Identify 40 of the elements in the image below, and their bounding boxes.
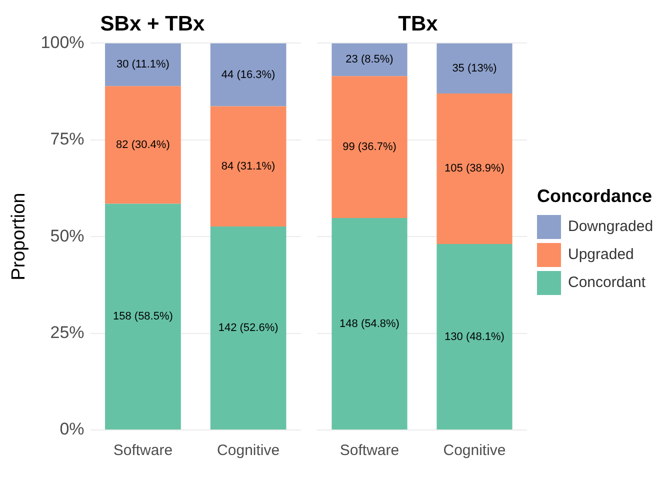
legend-title: Concordance bbox=[537, 186, 654, 206]
data-label: 44 (16.3%) bbox=[221, 68, 276, 81]
bar bbox=[332, 76, 408, 218]
data-label: 158 (58.5%) bbox=[112, 310, 173, 323]
x-tick-label: Software bbox=[113, 442, 173, 460]
chart-title: SBx + TBx bbox=[100, 12, 206, 36]
bar bbox=[332, 218, 408, 430]
data-label: 105 (38.9%) bbox=[444, 162, 504, 175]
bar bbox=[105, 43, 181, 86]
y-tick-label: 75% bbox=[50, 130, 84, 149]
y-tick-label: 50% bbox=[50, 226, 84, 246]
data-label: 35 (13%) bbox=[452, 62, 497, 74]
x-tick-label: Cognitive bbox=[443, 442, 506, 460]
bar bbox=[105, 204, 181, 430]
chart-title: TBx bbox=[398, 12, 438, 36]
bar bbox=[210, 226, 286, 430]
bar bbox=[436, 244, 512, 430]
x-tick-label: Cognitive bbox=[217, 442, 280, 460]
data-label: 148 (54.8%) bbox=[340, 318, 400, 330]
legend-label: Upgraded bbox=[568, 246, 634, 263]
data-label: 99 (36.7%) bbox=[342, 141, 396, 154]
bar bbox=[210, 43, 286, 106]
y-tick-label: 25% bbox=[50, 322, 84, 342]
data-label: 130 (48.1%) bbox=[444, 330, 504, 343]
bar bbox=[210, 106, 286, 227]
bar bbox=[436, 43, 512, 94]
data-label: 82 (30.4%) bbox=[116, 138, 170, 151]
data-label: 84 (31.1%) bbox=[221, 160, 276, 172]
y-axis-title: Proportion bbox=[8, 192, 30, 280]
x-tick-label: Software bbox=[340, 442, 400, 460]
bar bbox=[332, 43, 408, 76]
legend-label: Downgraded bbox=[568, 218, 654, 235]
data-label: 142 (52.6%) bbox=[218, 322, 278, 334]
y-tick-label: 0% bbox=[60, 420, 84, 439]
bar bbox=[105, 86, 181, 204]
data-label: 23 (8.5%) bbox=[346, 54, 394, 66]
data-label: 30 (11.1%) bbox=[116, 58, 170, 71]
legend-label: Concordant bbox=[568, 274, 646, 291]
bar bbox=[436, 93, 512, 244]
y-tick-label: 100% bbox=[40, 32, 84, 52]
